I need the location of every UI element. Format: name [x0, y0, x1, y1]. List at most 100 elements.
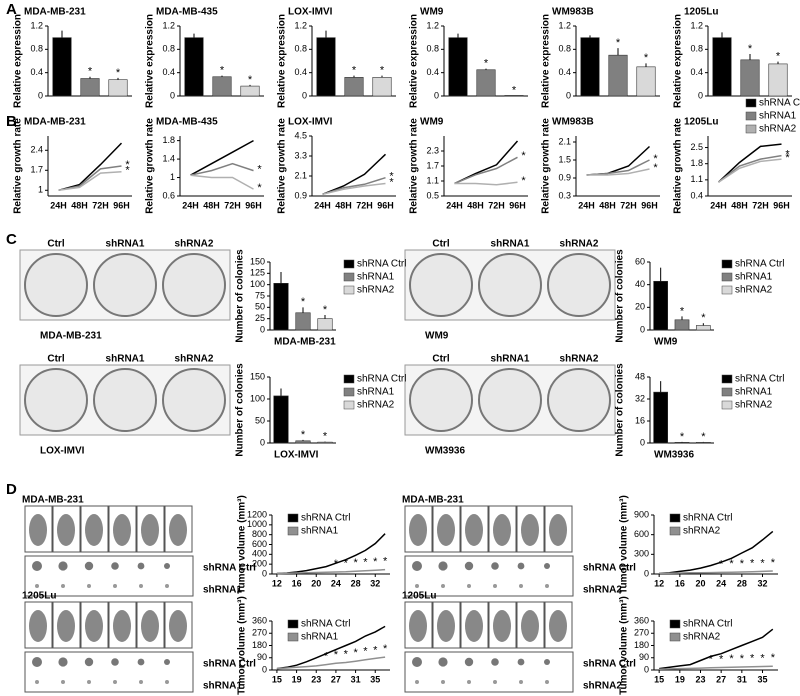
chart-title: WM9	[420, 117, 444, 128]
y-tick-label: 0	[434, 90, 439, 100]
tumor-frame	[404, 555, 574, 597]
legend-label: shRNA1	[735, 272, 773, 283]
bar	[448, 37, 468, 97]
x-tick-label: 24H	[314, 200, 331, 210]
y-tick-label: 40	[635, 279, 645, 289]
legend-swatch	[669, 619, 681, 629]
x-tick-label: 24	[331, 578, 341, 588]
y-axis-label: Tumor volume (mm³)	[237, 596, 248, 695]
mouse	[465, 514, 483, 546]
significance-star: *	[760, 557, 765, 569]
legend-label: shRNA Ctrl	[759, 98, 800, 109]
x-tick-label: 24H	[182, 200, 199, 210]
line	[276, 533, 386, 575]
plate	[24, 253, 88, 317]
tumor	[164, 659, 170, 665]
mouse	[521, 610, 539, 642]
tumor	[87, 680, 91, 684]
tumor	[61, 680, 65, 684]
significance-star: *	[125, 165, 130, 177]
y-tick-label: 75	[255, 290, 265, 300]
y-axis-label: Relative expression	[673, 14, 684, 108]
significance-star: *	[323, 431, 328, 443]
mice-title: 1205Lu	[402, 591, 436, 602]
y-tick-label: 300	[634, 549, 649, 559]
mice-label: shRNA2	[583, 585, 622, 596]
y-tick-label: 150	[250, 256, 265, 266]
tumor	[35, 584, 39, 588]
significance-star: *	[521, 150, 526, 162]
line	[454, 156, 518, 185]
legend-swatch	[343, 272, 355, 282]
x-tick-label: 48H	[731, 200, 748, 210]
legend-label: shRNA1	[357, 272, 395, 283]
y-tick-label: 48	[635, 371, 645, 381]
y-axis-label: Relative growth rate	[409, 118, 420, 214]
significance-star: *	[740, 558, 745, 570]
significance-star: *	[701, 431, 706, 443]
plate-label: shRNA2	[175, 239, 214, 250]
y-tick-label: 0	[640, 437, 645, 447]
mouse	[437, 514, 455, 546]
mice-title: MDA-MB-231	[402, 495, 464, 506]
significance-star: *	[88, 66, 93, 78]
legend-label: shRNA Ctrl	[301, 513, 350, 524]
line	[58, 170, 122, 192]
y-tick-label: 1.8	[162, 135, 175, 145]
line	[659, 628, 774, 670]
tumor	[415, 584, 419, 588]
tumor	[519, 680, 523, 684]
x-tick-label: 16	[292, 578, 302, 588]
tumor	[165, 680, 169, 684]
bar	[273, 283, 289, 331]
significance-star: *	[785, 149, 790, 161]
y-axis-label: Tumor volume (mm³)	[619, 495, 630, 594]
bar	[212, 76, 232, 97]
tumor	[84, 561, 94, 571]
y-tick-label: 0	[644, 568, 649, 578]
y-tick-label: 1.7	[30, 165, 43, 175]
plate-title: WM9	[425, 331, 449, 342]
y-axis-label: Relative growth rate	[541, 118, 552, 214]
y-tick-label: 1200	[247, 509, 267, 519]
plate	[93, 368, 157, 432]
x-tick-label: 24H	[710, 200, 727, 210]
y-tick-label: 0	[698, 90, 703, 100]
y-tick-label: 150	[250, 371, 265, 381]
legend-label: shRNA1	[735, 387, 773, 398]
significance-star: *	[644, 52, 649, 64]
significance-star: *	[653, 162, 658, 174]
significance-star: *	[653, 153, 658, 165]
y-tick-label: 0	[566, 90, 571, 100]
legend-label: shRNA1	[357, 387, 395, 398]
y-tick-label: 800	[252, 529, 267, 539]
plate-label: shRNA2	[560, 239, 599, 250]
line	[454, 181, 518, 186]
tumor	[412, 657, 422, 667]
mouse	[29, 610, 47, 642]
legend-label: shRNA Ctrl	[735, 374, 784, 385]
y-tick-label: 0.6	[162, 190, 175, 200]
bar	[504, 95, 524, 97]
significance-star: *	[125, 159, 130, 171]
tumor	[438, 657, 448, 667]
tumor	[441, 680, 445, 684]
y-tick-label: 0.4	[294, 67, 307, 77]
chart-title: WM983B	[552, 117, 594, 128]
x-tick-label: 96H	[377, 200, 394, 210]
y-tick-label: 0.4	[426, 67, 439, 77]
tumor	[438, 561, 448, 571]
y-tick-label: 0	[38, 90, 43, 100]
tumor	[139, 680, 143, 684]
tumor	[87, 584, 91, 588]
y-tick-label: 0.8	[426, 44, 439, 54]
significance-star: *	[334, 649, 339, 661]
legend-label: shRNA2	[357, 400, 395, 411]
x-tick-label: 24H	[446, 200, 463, 210]
y-tick-label: 50	[255, 415, 265, 425]
tumor	[491, 658, 499, 666]
y-tick-label: 0	[302, 90, 307, 100]
y-axis-label: Relative expression	[541, 14, 552, 108]
y-tick-label: 2.5	[690, 142, 703, 152]
y-tick-label: 90	[639, 652, 649, 662]
